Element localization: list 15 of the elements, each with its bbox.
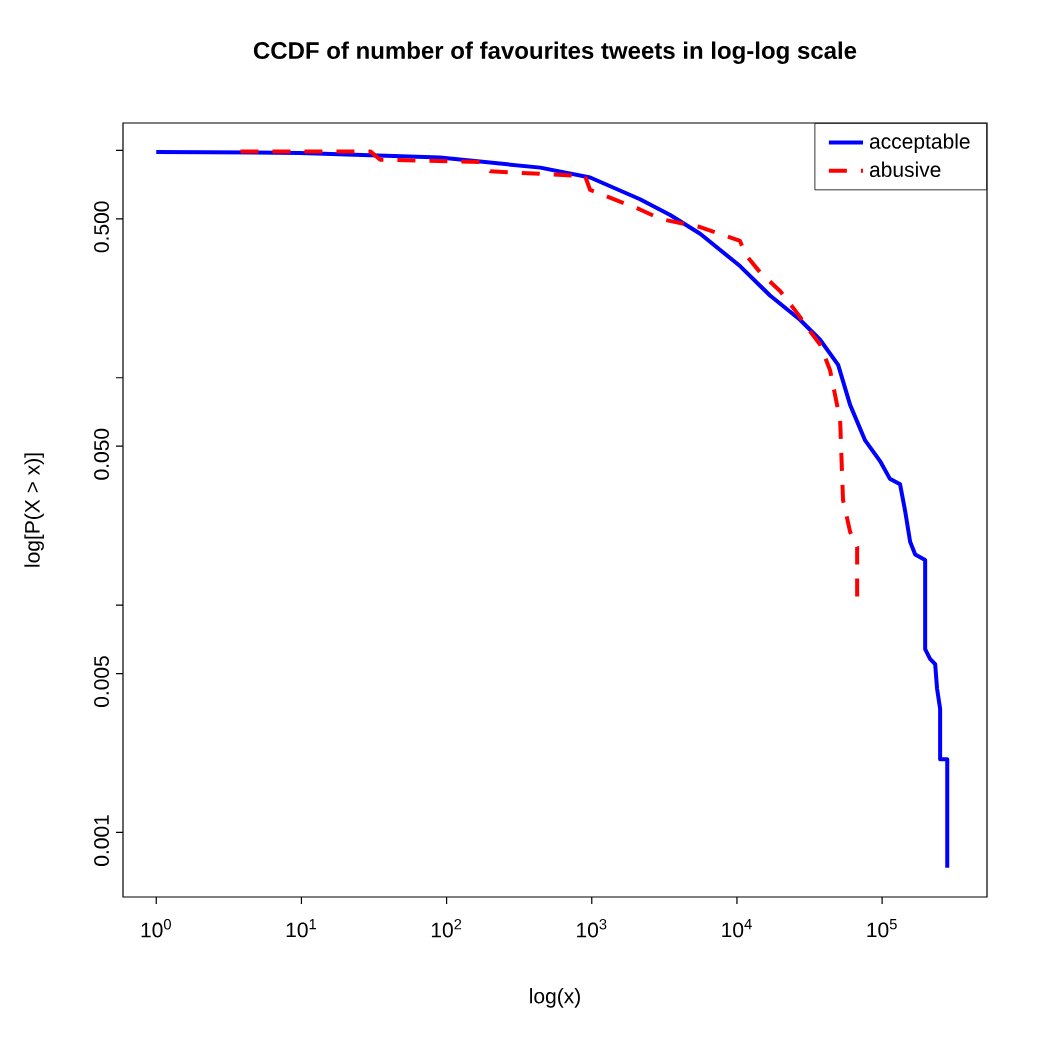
x-tick-label: 10$^{4}$ (722, 919, 752, 938)
x-tick-label: 10$^{5}$ (867, 919, 897, 938)
x-tick-label: 10$^{2}$ (431, 919, 462, 938)
y-tick-label: 0.001 (94, 815, 109, 866)
y-tick-label: 0.500 (94, 201, 109, 253)
y-tick-label: 0.050 (94, 428, 109, 480)
x-axis-title: log(x) (530, 988, 580, 1008)
legend-label: abusive (869, 161, 941, 178)
x-tick-label: 10$^{1}$ (286, 919, 316, 938)
x-tick-label: 10$^{0}$ (141, 919, 171, 938)
y-axis-title: log[P(X > x)] (24, 453, 44, 567)
x-tick-label: 10$^{3}$ (577, 919, 607, 938)
legend-label: acceptable (869, 133, 970, 153)
y-tick-label: 0.005 (94, 656, 109, 707)
chart-title: CCDF of number of favourites tweets in log-log scale (253, 41, 857, 64)
